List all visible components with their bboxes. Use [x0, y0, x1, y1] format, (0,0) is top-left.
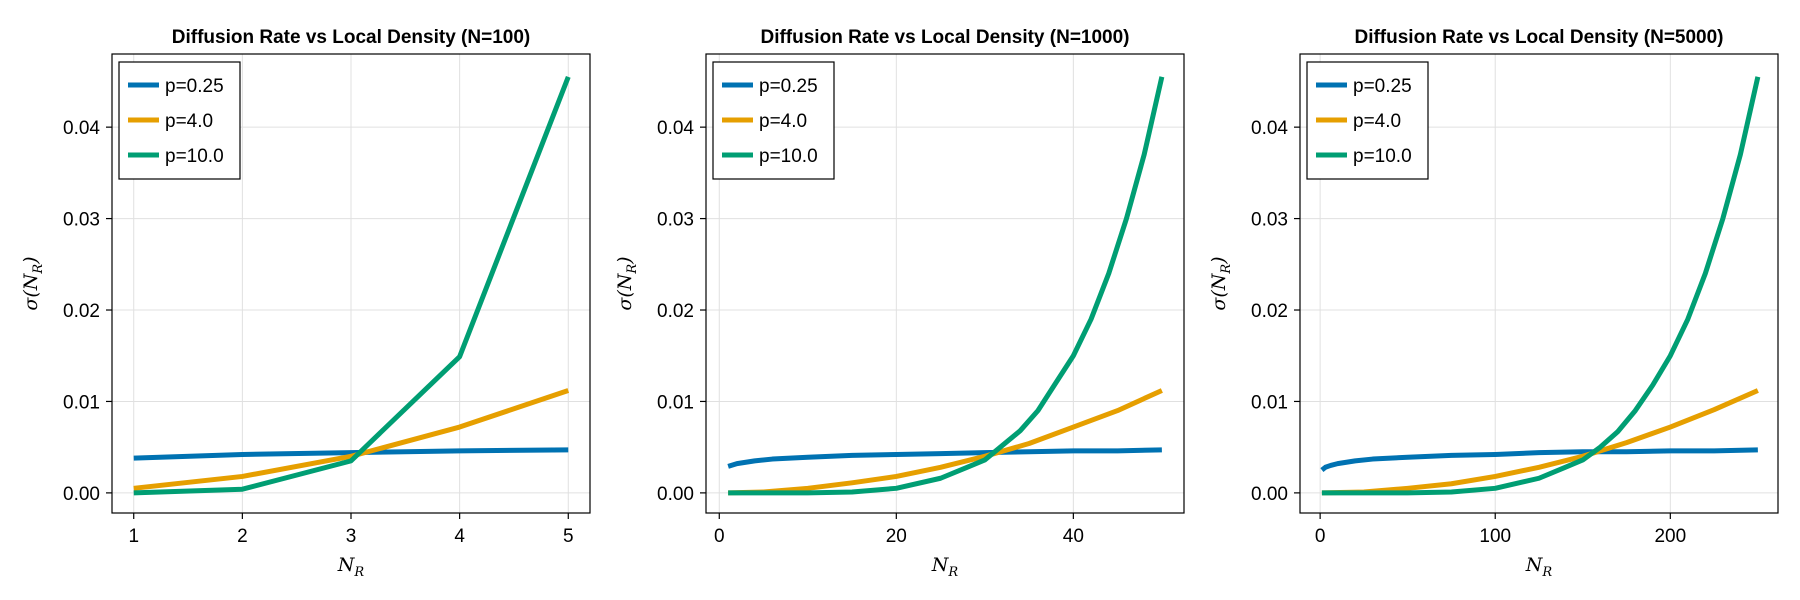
y-tick-label: 0.01	[657, 392, 694, 413]
y-axis-label-close: )	[614, 256, 636, 264]
y-tick-label: 0.02	[1251, 301, 1288, 322]
chart-panel-1: 1 2 3 4 5 0.00 0.01 0.02 0.03 0.04 Diffusion Rate …	[20, 27, 591, 580]
x-tick-label: 40	[1063, 526, 1084, 547]
y-tick-label: 0.01	[1251, 392, 1288, 413]
chart-panel-3: 0 100 200 0.00 0.01 0.02 0.03 0.04 Diffusion Rat…	[1208, 27, 1779, 580]
chart-panel-2: 0 20 40 0.00 0.01 0.02 0.03 0.04 Diffusion Rate …	[614, 27, 1185, 580]
legend-label-p=10.0: p=10.0	[759, 146, 818, 167]
x-tick-label: 2	[237, 526, 248, 547]
y-axis-label-base: σ(N	[614, 272, 636, 310]
x-tick-label: 100	[1479, 526, 1511, 547]
chart-title: Diffusion Rate vs Local Density (N=5000)	[1354, 27, 1723, 48]
legend-box	[1306, 61, 1429, 180]
series-line-p=0.25	[1320, 447, 1758, 472]
series-line-p=10.0	[1321, 76, 1761, 496]
legend-label-p=4.0: p=4.0	[1353, 111, 1401, 132]
legend: p=0.25 p=4.0 p=10.0	[118, 61, 241, 180]
y-tick-label: 0.02	[657, 301, 694, 322]
x-axis-label-sub: R	[353, 565, 364, 580]
y-axis-label: σ(NR)	[20, 256, 46, 310]
legend-label-p=0.25: p=0.25	[165, 76, 224, 97]
series-line-p=0.25	[133, 447, 569, 461]
legend-label-p=4.0: p=4.0	[759, 111, 807, 132]
plot-frame	[705, 53, 1185, 514]
x-tick-label: 5	[563, 526, 574, 547]
y-tick-label: 0.04	[63, 118, 100, 139]
legend: p=0.25 p=4.0 p=10.0	[712, 61, 835, 180]
series-line-p=4.0	[133, 388, 570, 491]
legend-label-p=10.0: p=10.0	[165, 146, 224, 167]
chart-title: Diffusion Rate vs Local Density (N=1000)	[760, 27, 1129, 48]
y-axis-label-close: )	[1208, 256, 1230, 264]
y-tick-label: 0.03	[1251, 210, 1288, 231]
legend: p=0.25 p=4.0 p=10.0	[1306, 61, 1429, 180]
x-axis-label-base: N	[931, 554, 950, 576]
chart-title: Diffusion Rate vs Local Density (N=100)	[172, 27, 530, 48]
y-tick-label: 0.04	[1251, 118, 1288, 139]
y-axis-label-base: σ(N	[20, 272, 42, 310]
legend-label-p=10.0: p=10.0	[1353, 146, 1412, 167]
series-line-p=0.25	[727, 447, 1162, 469]
x-axis-label-sub: R	[1541, 565, 1552, 580]
x-axis-label-base: N	[1525, 554, 1544, 576]
x-axis-label: NR	[337, 554, 365, 580]
x-axis-label: NR	[931, 554, 959, 580]
y-tick-label: 0.00	[1251, 484, 1288, 505]
legend-label-p=0.25: p=0.25	[759, 76, 818, 97]
series-line-p=4.0	[1321, 388, 1759, 496]
y-tick-label: 0.04	[657, 118, 694, 139]
y-axis-label-base: σ(N	[1208, 272, 1230, 310]
x-tick-label: 0	[1315, 526, 1326, 547]
y-tick-label: 0.01	[63, 392, 100, 413]
x-tick-label: 20	[886, 526, 907, 547]
y-tick-label: 0.00	[63, 484, 100, 505]
y-tick-label: 0.00	[657, 484, 694, 505]
y-axis-label-sub: R	[1219, 264, 1234, 275]
y-axis-label: σ(NR)	[1208, 256, 1234, 310]
x-tick-label: 200	[1654, 526, 1686, 547]
x-axis-label-sub: R	[947, 565, 958, 580]
plot-frame	[1299, 53, 1779, 514]
y-axis-label: σ(NR)	[614, 256, 640, 310]
x-axis-label-base: N	[337, 554, 356, 576]
x-tick-label: 0	[714, 526, 725, 547]
y-axis-label-sub: R	[31, 264, 46, 275]
y-tick-label: 0.03	[657, 210, 694, 231]
x-tick-label: 4	[454, 526, 465, 547]
legend-label-p=4.0: p=4.0	[165, 111, 213, 132]
x-tick-label: 3	[346, 526, 357, 547]
series-line-p=10.0	[133, 75, 571, 496]
series-line-p=4.0	[728, 388, 1163, 496]
legend-label-p=0.25: p=0.25	[1353, 76, 1412, 97]
y-tick-label: 0.02	[63, 301, 100, 322]
y-axis-label-sub: R	[625, 264, 640, 275]
y-axis-label-close: )	[20, 256, 42, 264]
x-axis-label: NR	[1525, 554, 1553, 580]
series-line-p=10.0	[728, 76, 1165, 496]
y-tick-label: 0.03	[63, 210, 100, 231]
x-tick-label: 1	[128, 526, 139, 547]
